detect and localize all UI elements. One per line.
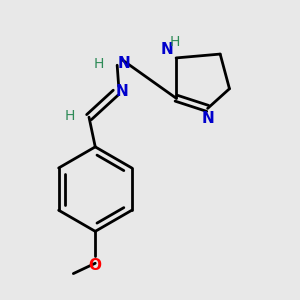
Text: O: O [89,258,102,273]
Text: H: H [65,109,75,123]
Text: N: N [161,42,174,57]
Text: N: N [202,111,214,126]
Text: H: H [93,57,103,70]
Text: H: H [169,35,180,49]
Text: N: N [116,84,129,99]
Text: N: N [118,56,130,71]
